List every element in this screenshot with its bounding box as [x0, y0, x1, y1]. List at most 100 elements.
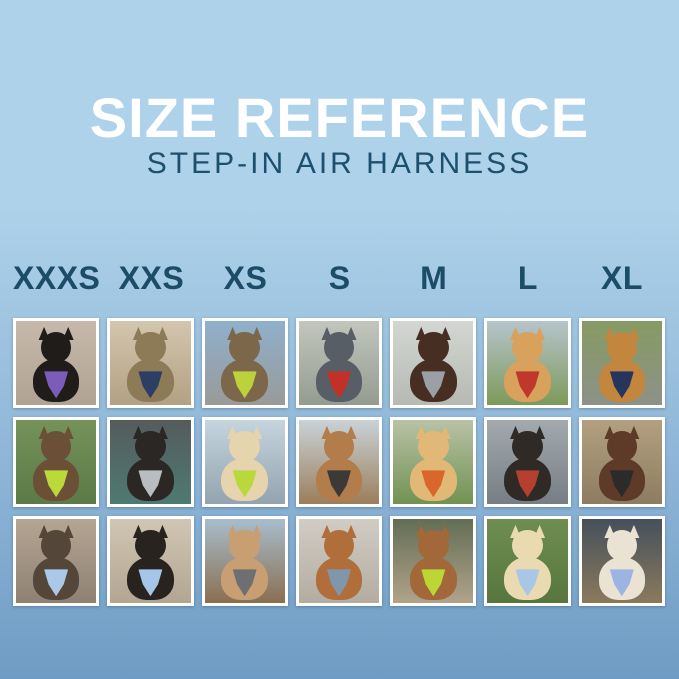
pet-head [606, 529, 638, 561]
pet-head [418, 430, 449, 462]
pet-ear-icon [534, 326, 546, 341]
pet-head [40, 331, 72, 363]
pet-head [512, 529, 543, 561]
size-label-xxs: XXS [118, 260, 185, 296]
pet-ear-icon [227, 524, 239, 539]
pet-head [606, 331, 638, 363]
pet-head [323, 529, 355, 561]
page-subtitle: STEP-IN AIR HARNESS [146, 146, 533, 180]
pet-ear-icon [156, 524, 169, 539]
pet-ear-icon [604, 326, 616, 341]
pet-photo [581, 420, 662, 504]
pet-ear-icon [439, 425, 451, 440]
pet-head [606, 430, 638, 462]
pet-ear-icon [439, 524, 451, 539]
photo-tile [390, 318, 477, 408]
pet-photo [204, 519, 285, 603]
pet-photo [393, 321, 474, 405]
size-label-l: L [517, 260, 538, 296]
pet-ear-icon [345, 425, 357, 440]
pet-photo [298, 420, 380, 504]
photo-tile [201, 516, 288, 606]
pet-ear-icon [321, 326, 333, 341]
pet-ear-icon [628, 425, 640, 440]
photo-grid [13, 318, 665, 606]
pet-photo [581, 321, 662, 405]
photo-tile [390, 516, 477, 606]
pet-ear-icon [509, 524, 522, 539]
pet-head [229, 529, 260, 561]
pet-photo [16, 519, 97, 603]
pet-ear-icon [415, 425, 427, 440]
pet-head [40, 430, 72, 462]
pet-ear-icon [628, 326, 640, 341]
photo-tile [13, 417, 100, 507]
pet-photo [487, 519, 568, 603]
size-label-xxxs: XXXS [13, 260, 101, 296]
pet-ear-icon [251, 425, 263, 440]
photo-tile [390, 417, 477, 507]
pet-ear-icon [132, 326, 144, 341]
pet-ear-icon [321, 425, 333, 440]
photo-tile [13, 318, 100, 408]
pet-ear-icon [534, 524, 546, 539]
pet-ear-icon [38, 524, 50, 539]
pet-ear-icon [415, 326, 427, 341]
pet-ear-icon [38, 326, 50, 341]
pet-photo [204, 321, 285, 405]
size-label-xs: XS [223, 260, 268, 296]
pet-ear-icon [345, 326, 357, 341]
pet-head [229, 331, 260, 363]
photo-tile [578, 417, 665, 507]
pet-ear-icon [509, 425, 522, 440]
pet-photo [393, 420, 474, 504]
pet-photo [110, 519, 191, 603]
photo-tile [107, 516, 194, 606]
pet-photo [110, 420, 191, 504]
pet-head [229, 430, 260, 462]
photo-tile [107, 318, 194, 408]
pet-ear-icon [509, 326, 522, 341]
pet-ear-icon [415, 524, 427, 539]
photo-tile [13, 516, 100, 606]
pet-photo [298, 321, 380, 405]
photo-tile [201, 417, 288, 507]
pet-head [323, 331, 355, 363]
photo-tile [484, 516, 571, 606]
photo-tile [295, 516, 383, 606]
photo-tile [107, 417, 194, 507]
pet-photo [204, 420, 285, 504]
photo-tile [295, 417, 383, 507]
photo-tile [578, 318, 665, 408]
pet-ear-icon [628, 524, 640, 539]
pet-ear-icon [38, 425, 50, 440]
pet-ear-icon [227, 326, 239, 341]
pet-ear-icon [62, 524, 74, 539]
pet-head [135, 331, 166, 363]
pet-ear-icon [604, 524, 616, 539]
size-label-s: S [328, 260, 351, 296]
pet-photo [16, 420, 97, 504]
photo-tile [484, 318, 571, 408]
size-labels-row: XXXS XXS XS S M L XL [13, 260, 665, 297]
pet-ear-icon [251, 524, 263, 539]
pet-photo [581, 519, 662, 603]
photo-tile [295, 318, 383, 408]
pet-head [512, 430, 543, 462]
pet-ear-icon [62, 326, 74, 341]
pet-photo [393, 519, 474, 603]
pet-photo [487, 420, 568, 504]
size-label-xl: XL [600, 260, 643, 296]
pet-head [418, 331, 449, 363]
pet-ear-icon [321, 524, 333, 539]
pet-head [135, 430, 166, 462]
pet-ear-icon [132, 524, 144, 539]
pet-ear-icon [604, 425, 616, 440]
pet-ear-icon [534, 425, 546, 440]
pet-photo [16, 321, 97, 405]
page-title: SIZE REFERENCE [89, 85, 590, 149]
pet-ear-icon [156, 326, 169, 341]
size-label-m: M [420, 260, 448, 296]
pet-photo [487, 321, 568, 405]
